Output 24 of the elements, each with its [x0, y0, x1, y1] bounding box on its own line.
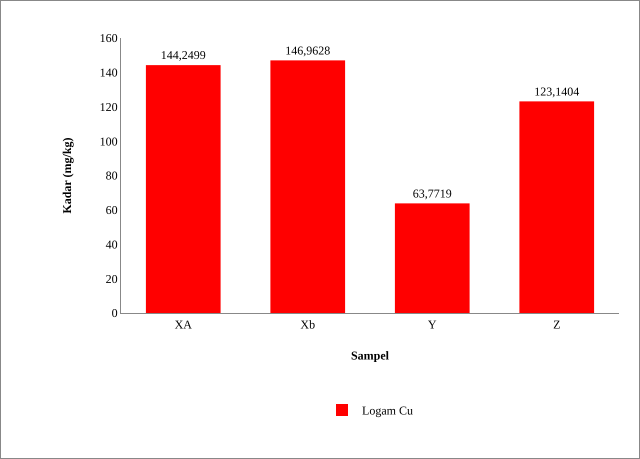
- bar: [270, 60, 346, 313]
- x-tick-label: Z: [553, 317, 560, 332]
- y-tick-label: 20: [106, 272, 118, 286]
- data-label: 144,2499: [160, 48, 206, 62]
- y-tick-label: 80: [106, 168, 118, 183]
- bar: [394, 203, 470, 313]
- y-tick-label: 100: [100, 134, 118, 148]
- x-tick-label: XA: [174, 317, 192, 332]
- x-tick-label: Xb: [300, 317, 316, 332]
- bar: [519, 101, 594, 313]
- data-label: 63,7719: [412, 186, 452, 200]
- x-tick-label: Y: [428, 317, 437, 332]
- y-tick-label: 160: [100, 31, 118, 46]
- y-tick-label: 60: [106, 203, 118, 218]
- bar: [146, 65, 221, 313]
- y-tick-label: 120: [100, 100, 118, 114]
- data-label: 146,9628: [285, 43, 330, 58]
- data-label: 123,1404: [534, 84, 580, 98]
- y-tick-label: 40: [106, 237, 118, 252]
- y-axis-title: Kadar (mg/kg): [60, 137, 74, 214]
- x-axis-title: Sampel: [350, 348, 390, 362]
- y-tick-label: 0: [112, 306, 118, 320]
- y-tick-label: 140: [100, 66, 118, 80]
- legend-label: Logam Cu: [362, 404, 413, 418]
